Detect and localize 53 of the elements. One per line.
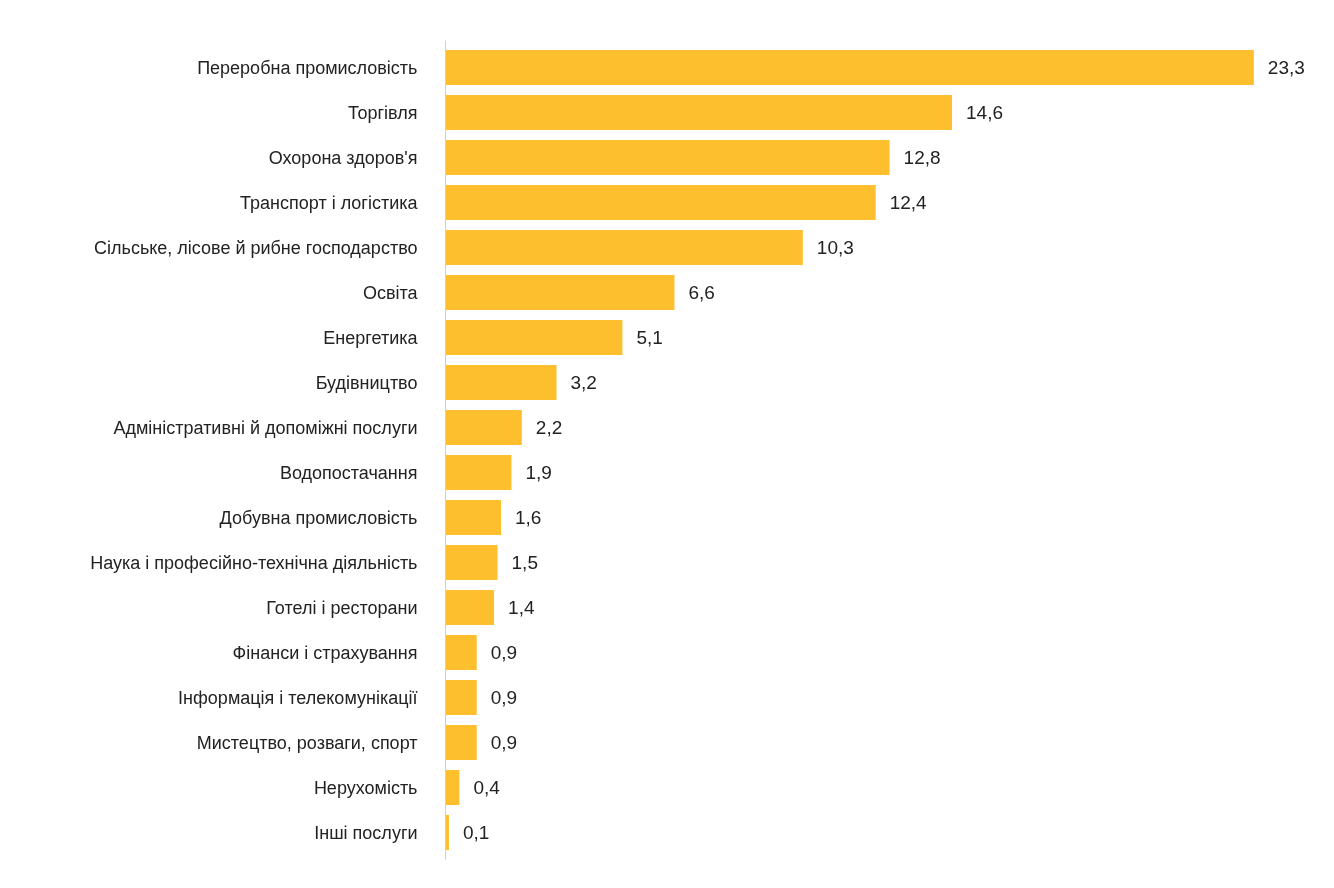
data-label: 12,4 [889, 192, 928, 213]
y-tick-label: Торгівля [347, 102, 418, 123]
y-tick-label: Фінанси і страхування [232, 642, 418, 663]
bar [445, 319, 623, 356]
data-label: 1,4 [508, 597, 535, 618]
y-tick-label: Сільське, лісове й рибне господарство [94, 237, 418, 258]
bar [445, 94, 953, 131]
bar [445, 679, 477, 716]
bar [445, 544, 498, 581]
y-tick-label: Мистецтво, розваги, спорт [196, 732, 418, 753]
y-tick-label: Добувна промисловість [219, 507, 418, 528]
bar [445, 454, 512, 491]
y-tick-label: Інші послуги [314, 822, 418, 843]
y-tick-label: Транспорт і логістика [240, 192, 419, 213]
bar [445, 634, 477, 671]
data-label: 1,9 [525, 462, 552, 483]
y-tick-label: Наука і професійно-технічна діяльність [90, 552, 418, 573]
bar [445, 274, 675, 311]
data-label: 6,6 [688, 282, 715, 303]
y-tick-label: Водопостачання [279, 462, 418, 483]
y-tick-label: Готелі і ресторани [266, 597, 418, 618]
bar [445, 589, 495, 626]
data-label: 23,3 [1267, 57, 1305, 78]
bar [445, 49, 1254, 86]
y-tick-label: Енергетика [323, 327, 419, 348]
bar [445, 364, 557, 401]
data-label: 2,2 [535, 417, 563, 438]
y-tick-label: Інформація і телекомунікації [178, 687, 418, 708]
bar [445, 724, 477, 761]
data-label: 0,9 [490, 732, 518, 753]
bar [445, 229, 803, 266]
y-tick-label: Адміністративні й допоміжні послуги [113, 417, 418, 438]
data-label: 1,5 [511, 552, 538, 573]
data-label: 0,1 [462, 822, 490, 843]
y-tick-label: Переробна промисловість [197, 57, 418, 78]
y-tick-label: Освіта [362, 282, 419, 303]
bar [445, 769, 460, 806]
y-tick-label: Охорона здоров'я [268, 147, 418, 168]
data-label: 10,3 [816, 237, 854, 258]
data-label: 0,9 [490, 642, 518, 663]
data-label: 1,6 [515, 507, 542, 528]
data-label: 3,2 [570, 372, 597, 393]
y-tick-label: Будівництво [315, 372, 418, 393]
data-label: 0,4 [473, 777, 501, 798]
data-label: 14,6 [966, 102, 1003, 123]
bar [445, 499, 502, 536]
data-label: 0,9 [490, 687, 518, 708]
bar [445, 409, 522, 446]
data-label: 5,1 [636, 327, 663, 348]
data-label: 12,8 [903, 147, 941, 168]
bar [445, 139, 890, 176]
bar [445, 184, 876, 221]
y-tick-label: Нерухомість [313, 777, 418, 798]
